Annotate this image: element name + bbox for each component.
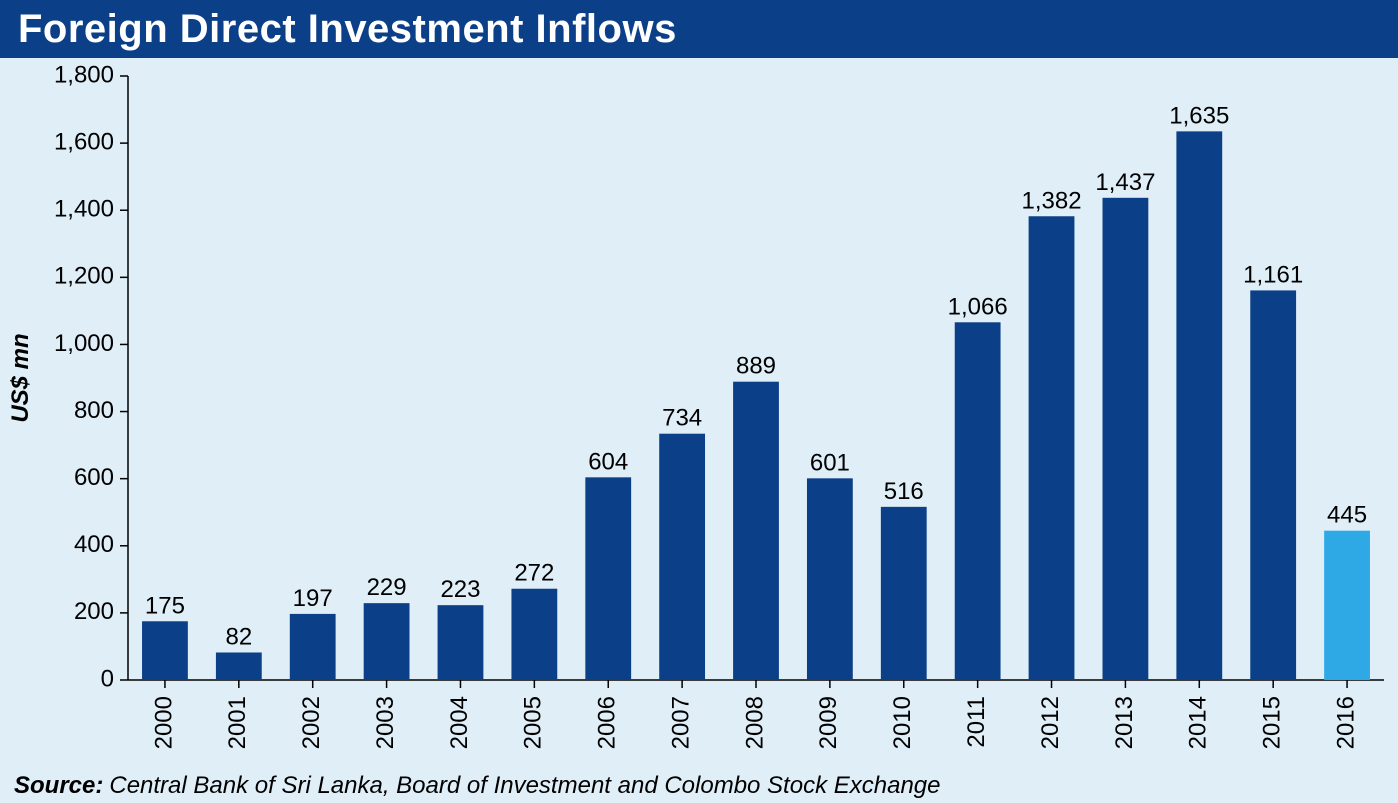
x-tick-label: 2002 <box>298 696 325 749</box>
svg-text:400: 400 <box>74 531 114 558</box>
x-tick-label: 2004 <box>446 696 473 749</box>
x-tick-label: 2015 <box>1259 696 1286 749</box>
chart-area: 0 200 400 600 800 1,000 1,200 1,400 1,600 1,800 US… <box>0 58 1398 769</box>
bar-value-label: 604 <box>588 448 628 475</box>
svg-text:1,600: 1,600 <box>54 128 114 155</box>
bar-value-label: 175 <box>145 592 185 619</box>
svg-text:0: 0 <box>101 665 114 692</box>
bar <box>1176 131 1222 680</box>
bar <box>659 434 705 680</box>
source-text: Central Bank of Sri Lanka, Board of Inve… <box>109 772 940 800</box>
bar <box>1103 198 1149 680</box>
bar <box>1324 531 1370 680</box>
bar-value-label: 197 <box>293 585 333 612</box>
bar-value-label: 1,161 <box>1243 261 1303 288</box>
x-tick-label: 2011 <box>963 696 990 748</box>
x-tick-label: 2012 <box>1037 696 1064 749</box>
bar-value-label: 1,066 <box>948 293 1008 320</box>
x-tick-label: 2016 <box>1332 696 1359 749</box>
x-tick-label: 2003 <box>372 696 399 749</box>
bar <box>955 322 1001 680</box>
title-bar: Foreign Direct Investment Inflows <box>0 0 1398 58</box>
bar <box>1250 290 1296 680</box>
bar <box>1029 216 1075 680</box>
bar-value-label: 889 <box>736 353 776 380</box>
x-tick-label: 2006 <box>594 696 621 749</box>
bar-value-label: 516 <box>884 478 924 505</box>
bar <box>364 603 410 680</box>
bar <box>511 589 557 680</box>
source-label: Source: <box>14 772 103 800</box>
x-tick-label: 2010 <box>889 696 916 749</box>
chart-container: Foreign Direct Investment Inflows 020040… <box>0 0 1398 803</box>
x-tick-label: 2001 <box>224 696 251 749</box>
x-tick-label: 2007 <box>667 696 694 749</box>
svg-text:200: 200 <box>74 598 114 625</box>
x-tick-label: 2013 <box>1111 696 1138 749</box>
bar-value-label: 445 <box>1327 502 1367 529</box>
bar-value-label: 1,382 <box>1021 187 1081 214</box>
bar <box>216 652 262 680</box>
bar <box>807 478 853 680</box>
bar <box>881 507 927 680</box>
bar-value-label: 223 <box>440 576 480 603</box>
bar-value-label: 82 <box>225 623 252 650</box>
bar-value-label: 229 <box>367 574 407 601</box>
chart-title: Foreign Direct Investment Inflows <box>18 7 677 52</box>
x-tick-label: 2000 <box>150 696 177 749</box>
bar <box>733 382 779 680</box>
svg-text:800: 800 <box>74 397 114 424</box>
x-tick-label: 2008 <box>741 696 768 749</box>
bar-value-label: 734 <box>662 405 702 432</box>
x-tick-label: 2005 <box>520 696 547 749</box>
bar-value-label: 601 <box>810 449 850 476</box>
bar <box>290 614 336 680</box>
bar <box>585 477 631 680</box>
x-tick-label: 2009 <box>815 696 842 749</box>
svg-text:1,400: 1,400 <box>54 196 114 223</box>
bar-chart: 0 200 400 600 800 1,000 1,200 1,400 1,600 1,800 US… <box>0 58 1398 769</box>
svg-text:US$ mn: US$ mn <box>7 333 34 422</box>
bar-value-label: 272 <box>514 560 554 587</box>
source-line: Source: Central Bank of Sri Lanka, Board… <box>0 769 1398 803</box>
svg-text:600: 600 <box>74 464 114 491</box>
bar <box>142 621 188 680</box>
svg-text:1,200: 1,200 <box>54 263 114 290</box>
bar-value-label: 1,437 <box>1095 169 1155 196</box>
bar-value-label: 1,635 <box>1169 102 1229 129</box>
x-tick-label: 2014 <box>1185 696 1212 749</box>
svg-text:1,000: 1,000 <box>54 330 114 357</box>
bar <box>438 605 484 680</box>
svg-text:1,800: 1,800 <box>54 61 114 88</box>
